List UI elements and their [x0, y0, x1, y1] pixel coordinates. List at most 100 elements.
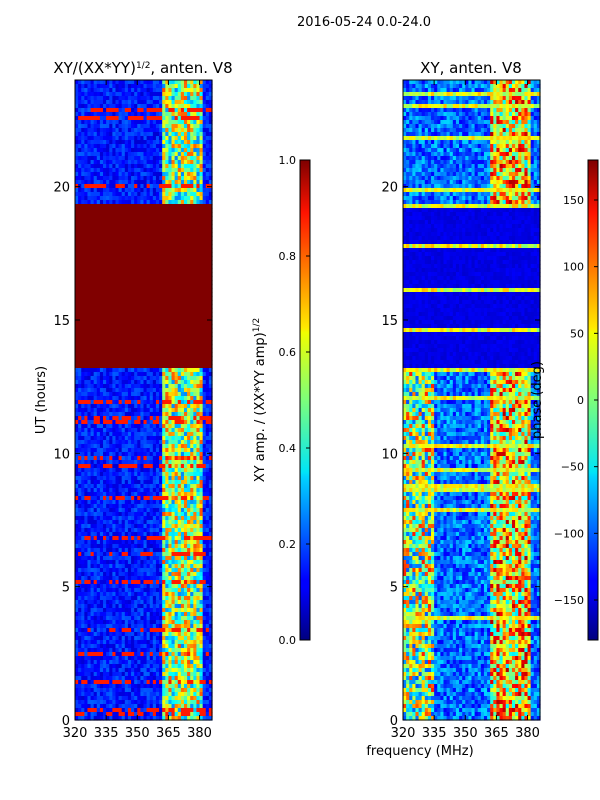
- heatmap-cell: [140, 240, 145, 245]
- heatmap-cell: [165, 396, 170, 401]
- heatmap-cell: [99, 424, 104, 429]
- heatmap-cell: [103, 380, 107, 385]
- heatmap-cell: [134, 168, 138, 173]
- heatmap-cell: [134, 124, 138, 129]
- heatmap-cell: [143, 172, 148, 177]
- heatmap-cell: [106, 252, 110, 257]
- heatmap-cell: [115, 116, 120, 121]
- heatmap-cell: [140, 400, 145, 405]
- heatmap-cell: [149, 112, 154, 117]
- heatmap-cell: [143, 256, 148, 261]
- heatmap-cell: [115, 228, 120, 233]
- heatmap-cell: [180, 184, 185, 189]
- heatmap-cell: [183, 128, 188, 133]
- heatmap-cell: [115, 312, 120, 317]
- heatmap-cell: [112, 384, 117, 389]
- heatmap-cell: [159, 156, 163, 161]
- heatmap-cell: [205, 352, 210, 357]
- heatmap-cell: [149, 320, 154, 325]
- heatmap-cell: [134, 420, 138, 425]
- heatmap-cell: [187, 244, 191, 249]
- heatmap-cell: [162, 240, 166, 245]
- heatmap-cell: [137, 408, 141, 413]
- heatmap-cell: [208, 396, 213, 401]
- heatmap-cell: [90, 420, 95, 425]
- heatmap-cell: [202, 312, 207, 317]
- heatmap-cell: [124, 208, 129, 213]
- heatmap-cell: [75, 148, 79, 153]
- heatmap-cell: [127, 144, 132, 149]
- heatmap-cell: [155, 220, 160, 225]
- heatmap-cell: [137, 200, 141, 205]
- heatmap-cell: [180, 344, 185, 349]
- heatmap-cell: [96, 248, 101, 253]
- heatmap-cell: [127, 168, 132, 173]
- heatmap-cell: [115, 156, 120, 161]
- heatmap-cell: [140, 408, 145, 413]
- heatmap-cell: [149, 468, 154, 473]
- heatmap-cell: [106, 192, 110, 197]
- heatmap-cell: [143, 340, 148, 345]
- heatmap-cell: [168, 96, 173, 101]
- heatmap-cell: [93, 340, 98, 345]
- heatmap-cell: [168, 292, 173, 297]
- heatmap-cell: [177, 96, 182, 101]
- heatmap-cell: [143, 176, 148, 181]
- heatmap-cell: [112, 420, 117, 425]
- heatmap-cell: [137, 360, 141, 365]
- heatmap-cell: [152, 412, 157, 417]
- heatmap-cell: [190, 440, 194, 445]
- heatmap-cell: [183, 392, 188, 397]
- heatmap-cell: [199, 264, 204, 269]
- heatmap-cell: [152, 92, 157, 97]
- heatmap-cell: [112, 396, 117, 401]
- heatmap-cell: [187, 396, 191, 401]
- heatmap-cell: [124, 196, 129, 201]
- heatmap-cell: [93, 464, 98, 469]
- heatmap-cell: [171, 520, 176, 525]
- heatmap-cell: [137, 528, 141, 533]
- heatmap-cell: [118, 512, 123, 517]
- heatmap-cell: [149, 464, 154, 469]
- heatmap-cell: [180, 464, 185, 469]
- heatmap-cell: [146, 224, 151, 229]
- heatmap-cell: [84, 196, 89, 201]
- heatmap-cell: [87, 472, 92, 477]
- heatmap-cell: [143, 432, 148, 437]
- heatmap-cell: [171, 484, 176, 489]
- heatmap-cell: [152, 496, 157, 501]
- heatmap-cell: [208, 104, 213, 109]
- heatmap-cell: [165, 260, 170, 265]
- heatmap-cell: [159, 192, 163, 197]
- heatmap-cell: [87, 460, 92, 465]
- heatmap-cell: [159, 424, 163, 429]
- heatmap-cell: [193, 400, 198, 405]
- heatmap-cell: [159, 340, 163, 345]
- heatmap-cell: [115, 164, 120, 169]
- heatmap-cell: [121, 308, 126, 313]
- heatmap-cell: [155, 184, 160, 189]
- heatmap-cell: [159, 324, 163, 329]
- heatmap-cell: [78, 248, 82, 253]
- heatmap-cell: [137, 140, 141, 145]
- heatmap-cell: [146, 280, 151, 285]
- heatmap-cell: [146, 92, 151, 97]
- heatmap-cell: [75, 216, 79, 221]
- heatmap-cell: [81, 360, 85, 365]
- heatmap-cell: [131, 200, 135, 205]
- heatmap-cell: [81, 160, 85, 165]
- heatmap-cell: [202, 92, 207, 97]
- heatmap-cell: [75, 432, 79, 437]
- heatmap-cell: [208, 216, 213, 221]
- heatmap-cell: [137, 400, 141, 405]
- heatmap-cell: [87, 284, 92, 289]
- heatmap-cell: [171, 256, 176, 261]
- heatmap-cell: [199, 124, 204, 129]
- heatmap-cell: [87, 196, 92, 201]
- heatmap-cell: [106, 376, 110, 381]
- heatmap-cell: [159, 236, 163, 241]
- heatmap-cell: [208, 304, 213, 309]
- heatmap-cell: [180, 364, 185, 369]
- heatmap-cell: [149, 348, 154, 353]
- heatmap-cell: [81, 440, 85, 445]
